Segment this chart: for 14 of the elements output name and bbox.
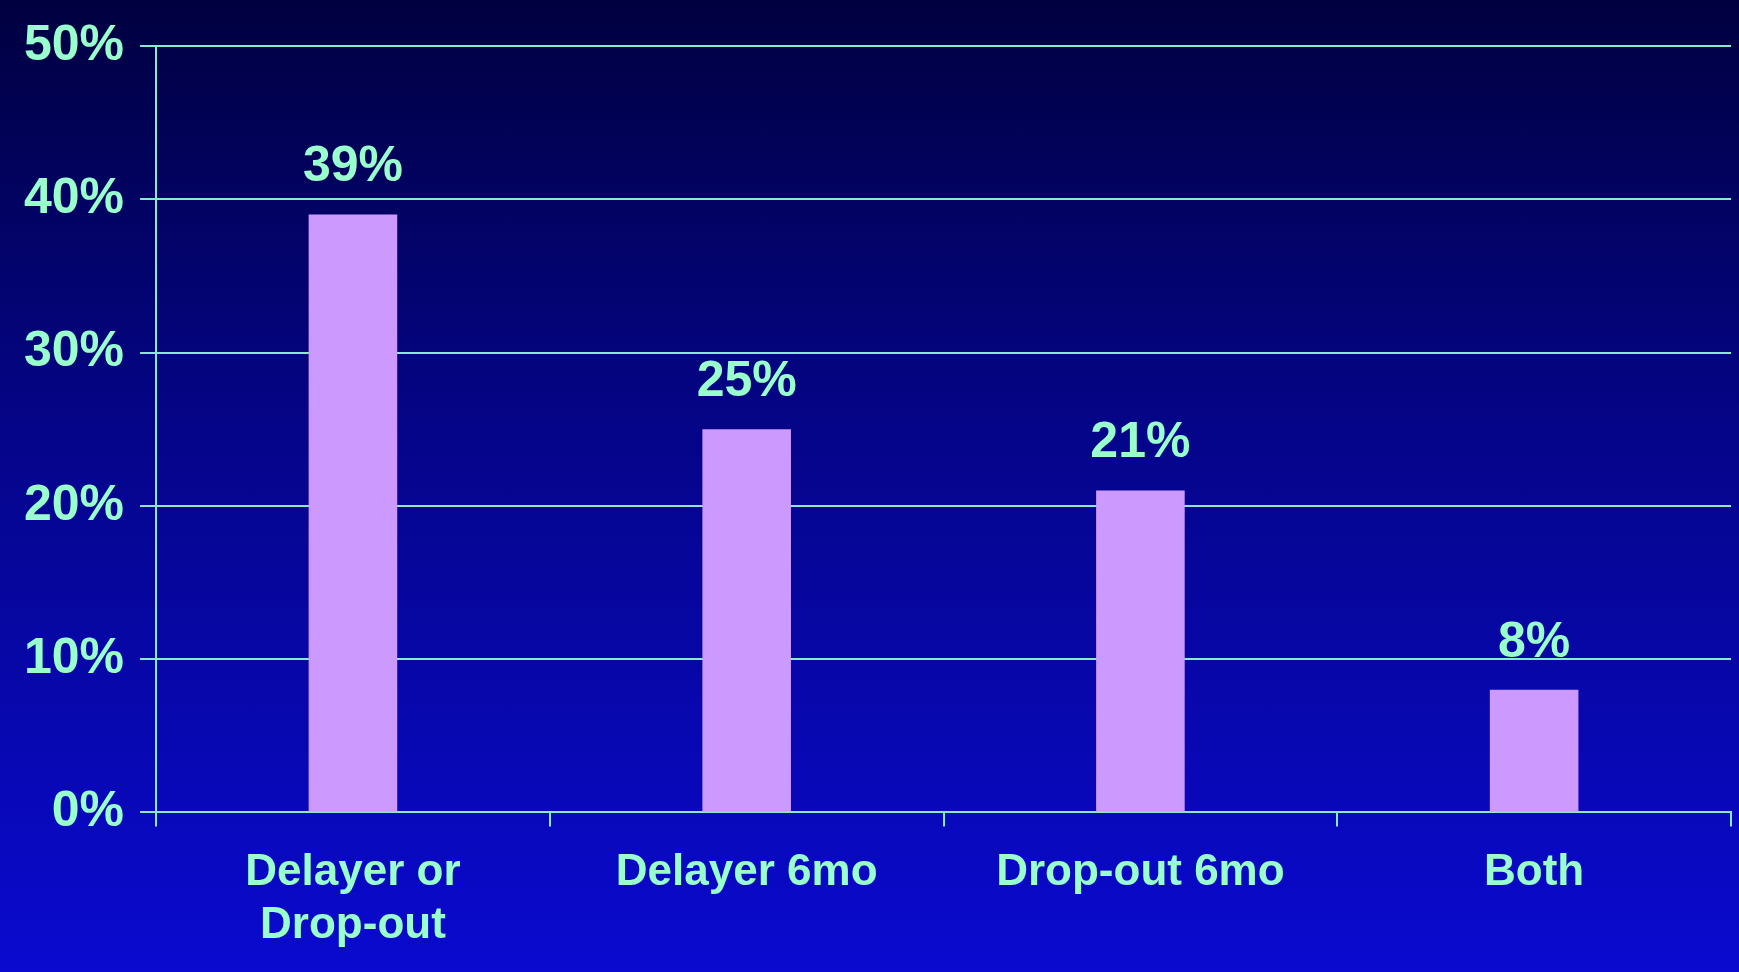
x-tick-label: Delayer or Drop-out: [245, 844, 461, 947]
x-tick-label: Both: [1484, 844, 1585, 894]
x-tick-label: Drop-out 6mo: [996, 844, 1285, 894]
data-label: 39%: [302, 136, 403, 193]
y-tick-label: 30%: [24, 321, 125, 378]
x-tick-label: Delayer 6mo: [615, 844, 878, 894]
data-label: 25%: [696, 350, 797, 407]
y-tick-label: 40%: [24, 168, 125, 225]
y-tick-label: 50%: [24, 14, 125, 71]
data-label: 8%: [1498, 611, 1571, 668]
data-label: 21%: [1090, 412, 1191, 469]
y-tick-label: 10%: [24, 627, 125, 684]
y-tick-label: 0%: [51, 781, 125, 838]
y-tick-label: 20%: [24, 474, 125, 531]
